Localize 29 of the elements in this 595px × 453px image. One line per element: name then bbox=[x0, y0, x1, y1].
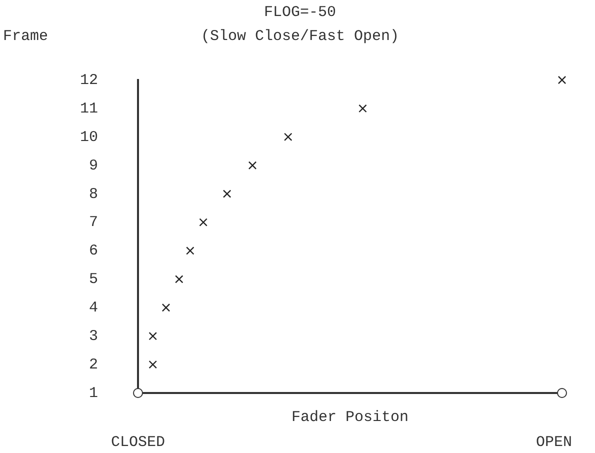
y-tick-label: 10 bbox=[80, 128, 98, 146]
y-tick-label: 8 bbox=[88, 186, 98, 203]
point bbox=[199, 218, 208, 226]
text: CLOSED bbox=[110, 434, 166, 451]
point bbox=[358, 104, 367, 113]
y-tick-label: 9 bbox=[88, 157, 98, 174]
y-tick-label: 6 bbox=[88, 242, 98, 260]
point bbox=[248, 161, 257, 170]
chart-title: FLOG=-50 bbox=[264, 4, 336, 21]
text: OPEN bbox=[536, 434, 572, 451]
y-tick-label: 2 bbox=[88, 356, 98, 374]
point bbox=[186, 246, 194, 255]
y-tick-label: 11 bbox=[80, 100, 98, 118]
y-tick-label: 7 bbox=[88, 214, 98, 232]
y-tick-label: 4 bbox=[88, 300, 98, 317]
y-tick-label: 1 bbox=[88, 384, 98, 402]
point bbox=[162, 304, 170, 312]
point bbox=[174, 275, 184, 284]
point bbox=[558, 76, 566, 84]
y-axis-title: Frame bbox=[3, 28, 48, 45]
chart-subtitle: (Slow Close/Fast Open) bbox=[200, 28, 400, 45]
point bbox=[148, 332, 157, 340]
y-tick-label: 5 bbox=[88, 271, 98, 288]
y-tick-label: 12 bbox=[80, 72, 98, 89]
y-tick-label: 3 bbox=[88, 328, 98, 346]
point bbox=[148, 360, 157, 369]
x-axis-title: Fader Positon bbox=[291, 408, 409, 426]
point bbox=[284, 132, 292, 142]
point bbox=[222, 190, 232, 198]
